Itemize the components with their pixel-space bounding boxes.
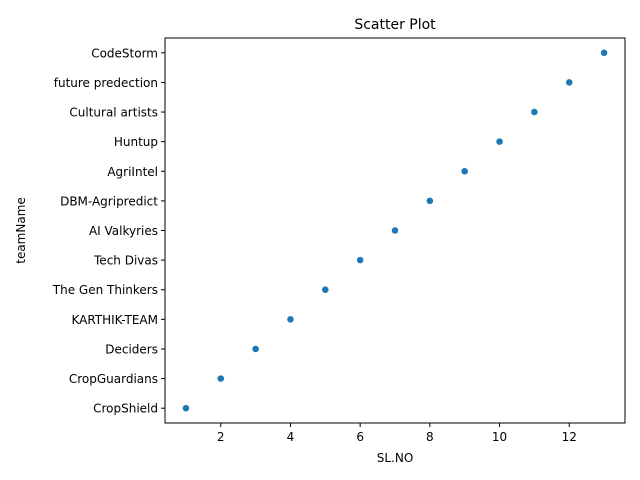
x-tick-label: 12 (562, 430, 577, 444)
x-tick-label: 4 (287, 430, 295, 444)
scatter-point (251, 345, 260, 353)
y-tick-label: DBM-Agripredict (60, 194, 158, 208)
y-tick-label: The Gen Thinkers (52, 283, 158, 297)
x-tick-label: 6 (356, 430, 364, 444)
scatter-point (286, 315, 295, 324)
y-tick-label: AI Valkyries (89, 224, 158, 238)
scatter-point (426, 197, 434, 205)
scatter-point (460, 167, 469, 176)
y-tick-label: CropGuardians (69, 372, 158, 386)
scatter-point (600, 49, 608, 57)
scatter-point (217, 374, 225, 383)
scatter-point (565, 78, 573, 87)
x-axis-label: SL.NO (377, 451, 414, 465)
x-tick-label: 2 (217, 430, 225, 444)
scatter-point (391, 226, 399, 235)
x-tick-label: 8 (426, 430, 434, 444)
scatter-point (495, 137, 504, 146)
scatter-point (356, 256, 364, 264)
scatter-point (321, 285, 330, 294)
chart-title: Scatter Plot (354, 17, 436, 33)
y-axis-label: teamName (14, 197, 28, 264)
y-tick-label: CodeStorm (91, 46, 158, 60)
scatter-point (530, 108, 539, 116)
y-tick-label: Cultural artists (69, 106, 158, 120)
y-tick-label: AgriIntel (107, 165, 158, 179)
y-tick-label: Deciders (105, 342, 158, 356)
y-tick-label: future predection (54, 76, 158, 90)
y-tick-label: CropShield (93, 402, 158, 416)
x-tick-label: 10 (492, 430, 507, 444)
y-tick-label: KARTHIK-TEAM (71, 313, 158, 327)
plot-area: 2 4 6 8 10 12 CropShield CropGuardians Deciders K… (52, 46, 608, 444)
plot-frame (164, 37, 626, 424)
y-tick-label: Tech Divas (93, 254, 158, 268)
scatter-point (182, 404, 190, 412)
y-tick-label: Huntup (114, 135, 158, 149)
